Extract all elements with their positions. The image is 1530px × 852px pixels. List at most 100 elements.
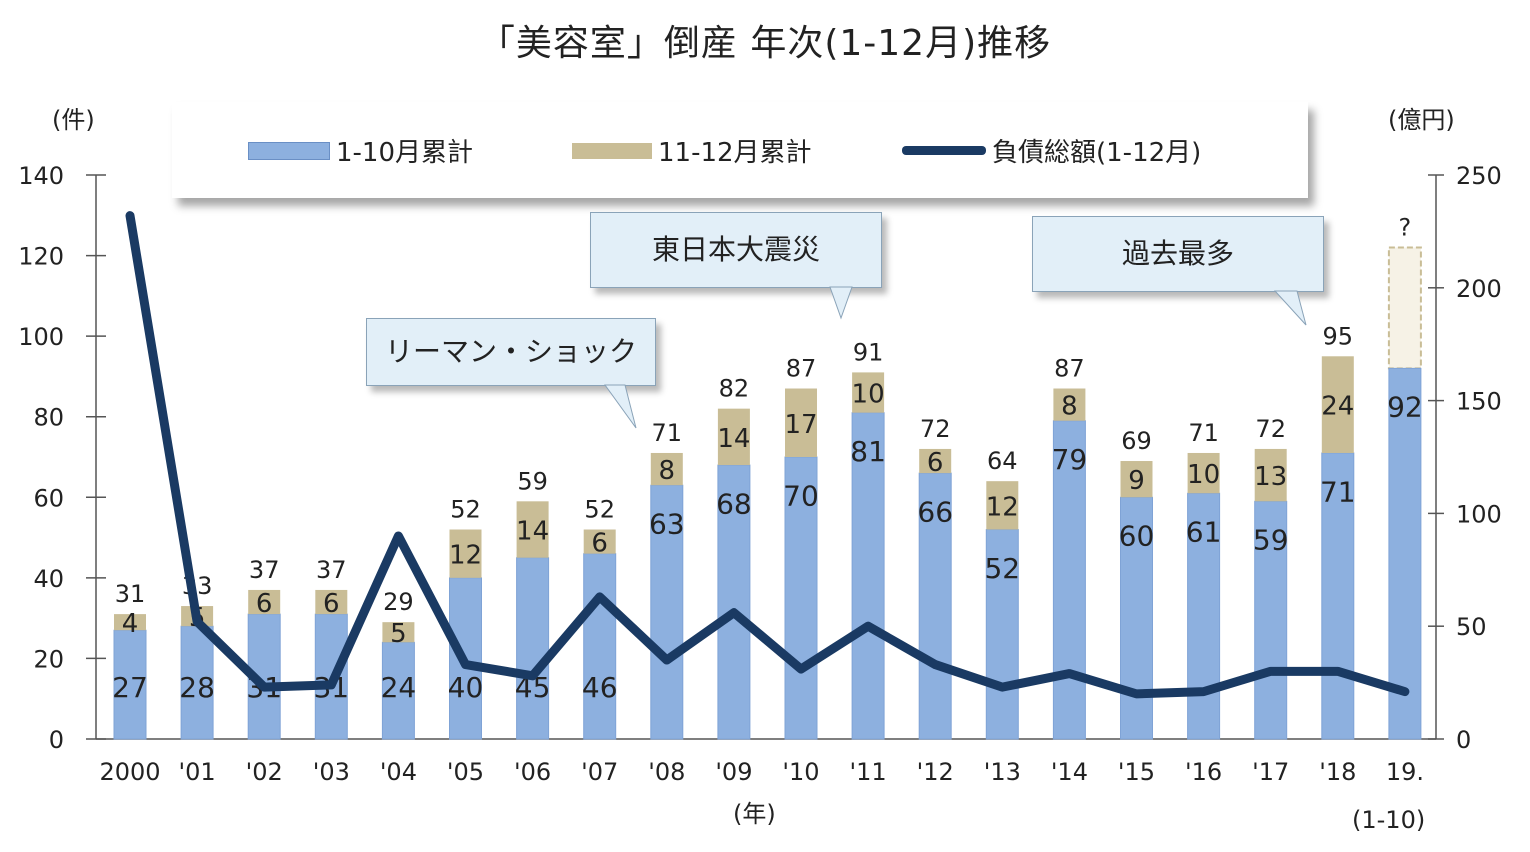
right-tick-label: 250 (1456, 162, 1502, 190)
bar-11-12 (852, 372, 885, 413)
bar-1-10 (784, 456, 818, 740)
bar-11-12-label: 6 (256, 589, 273, 619)
bar-11-12 (650, 452, 683, 486)
bar-1-10 (717, 464, 751, 740)
x-tick-label: '07 (581, 758, 618, 786)
legend-swatch-11-12 (572, 142, 652, 159)
legend-swatch-debt (902, 146, 986, 155)
bar-11-12-label: 10 (852, 380, 885, 410)
bar-projection (1387, 246, 1422, 370)
bar-11-12-label: 4 (122, 609, 139, 639)
bar-11-12 (315, 589, 348, 615)
bar-11-12-label: 9 (1128, 466, 1145, 496)
bar-11-12-label: 5 (390, 619, 407, 649)
x-tick-label: '02 (246, 758, 283, 786)
legend: 1-10月累計 11-12月累計 負債総額(1-12月) (172, 102, 1308, 198)
bar-1-10 (650, 484, 684, 740)
bar-11-12 (114, 614, 146, 631)
bar-11-12-label: 6 (591, 529, 608, 559)
bar-1-10-label: 27 (112, 671, 148, 704)
bar-11-12 (986, 481, 1019, 530)
bar-1-10 (918, 472, 952, 740)
bar-11-12-label: 14 (717, 424, 750, 454)
bar-total-label: 71 (652, 419, 683, 447)
legend-label-11-12: 11-12月累計 (658, 138, 812, 168)
x-tick-label: '12 (917, 758, 954, 786)
bar-11-12 (1053, 388, 1086, 421)
legend-item-debt: 負債総額(1-12月) (902, 132, 1201, 169)
bar-1-10 (985, 529, 1019, 740)
bar-total-label: 82 (719, 375, 750, 403)
callout-lehman: リーマン・ショック (366, 318, 656, 386)
bar-1-10-label: 52 (984, 552, 1020, 585)
callout-lehman-tail (604, 384, 637, 429)
bar-1-10-label: 92 (1387, 391, 1423, 424)
callout-earthquake-text: 東日本大震災 (651, 233, 820, 266)
bar-11-12-label: 12 (986, 492, 1019, 522)
bar-1-10 (1052, 420, 1086, 740)
bar-11-12-label: 24 (1321, 392, 1354, 422)
x-tick-label: '08 (648, 758, 685, 786)
callout-record: 過去最多 (1032, 216, 1324, 292)
x-tick-label: '06 (514, 758, 551, 786)
bar-total-label: 59 (517, 467, 548, 495)
bar-1-10-label: 28 (179, 671, 215, 704)
x-tick-label: '01 (179, 758, 216, 786)
bar-11-12-label: 6 (323, 589, 340, 619)
left-tick-label: 80 (33, 404, 64, 432)
callout-record-text: 過去最多 (1121, 237, 1234, 270)
bar-total-label: 69 (1121, 427, 1152, 455)
x-tick-label: '11 (850, 758, 887, 786)
x-tick-label: '17 (1252, 758, 1289, 786)
left-tick-label: 40 (33, 565, 64, 593)
x-tick-label: '04 (380, 758, 417, 786)
legend-label-1-10: 1-10月累計 (336, 138, 474, 168)
x-tick-label: '05 (447, 758, 484, 786)
x-tick-label: '15 (1118, 758, 1155, 786)
bar-1-10 (381, 641, 415, 740)
x-tick-label: '10 (782, 758, 819, 786)
bar-1-10 (1388, 367, 1422, 740)
bar-11-12-label: 12 (449, 541, 482, 571)
x-tick-label: 19. (1386, 758, 1424, 786)
bar-11-12-label: 6 (927, 448, 944, 478)
bar-11-12 (1254, 448, 1287, 502)
bar-1-10 (1187, 492, 1221, 740)
bar-total-label: 29 (383, 588, 414, 616)
bar-1-10-label: 63 (649, 508, 685, 541)
legend-swatch-1-10 (248, 141, 330, 160)
bar-total-label: 37 (316, 556, 347, 584)
bar-1-10-label: 40 (448, 671, 484, 704)
bar-1-10-label: 79 (1052, 443, 1088, 476)
bar-11-12 (919, 448, 952, 474)
legend-label-debt: 負債総額(1-12月) (992, 138, 1202, 168)
bar-total-label: 91 (853, 338, 884, 366)
callout-record-tail (1273, 290, 1307, 326)
right-axis-unit: (億円) (1388, 106, 1455, 134)
right-tick-label: 50 (1456, 613, 1487, 641)
x-tick-label: '09 (715, 758, 752, 786)
bar-1-10-label: 61 (1186, 516, 1222, 549)
bar-total-label: 64 (987, 447, 1018, 475)
left-tick-label: 0 (49, 726, 64, 754)
x-tick-label: '14 (1051, 758, 1088, 786)
bar-11-12 (785, 388, 817, 457)
left-tick-label: 140 (18, 162, 64, 190)
bar-total-label: 52 (584, 496, 615, 524)
bar-1-10 (113, 629, 147, 740)
bar-1-10 (1254, 500, 1288, 740)
left-tick-label: 20 (33, 645, 64, 673)
bar-11-12 (717, 408, 750, 466)
x-tick-label: '13 (984, 758, 1021, 786)
bar-1-10-label: 66 (917, 495, 953, 528)
bar-1-10-label: 60 (1119, 520, 1155, 553)
bar-total-label: ? (1399, 214, 1412, 242)
x-tick-label: '03 (313, 758, 350, 786)
bar-1-10-label: 24 (381, 671, 417, 704)
legend-item-11-12: 11-12月累計 (572, 132, 812, 169)
bar-11-12-label: 17 (784, 410, 817, 440)
left-axis-unit: (件) (52, 106, 95, 134)
bar-total-label: 71 (1188, 419, 1219, 447)
